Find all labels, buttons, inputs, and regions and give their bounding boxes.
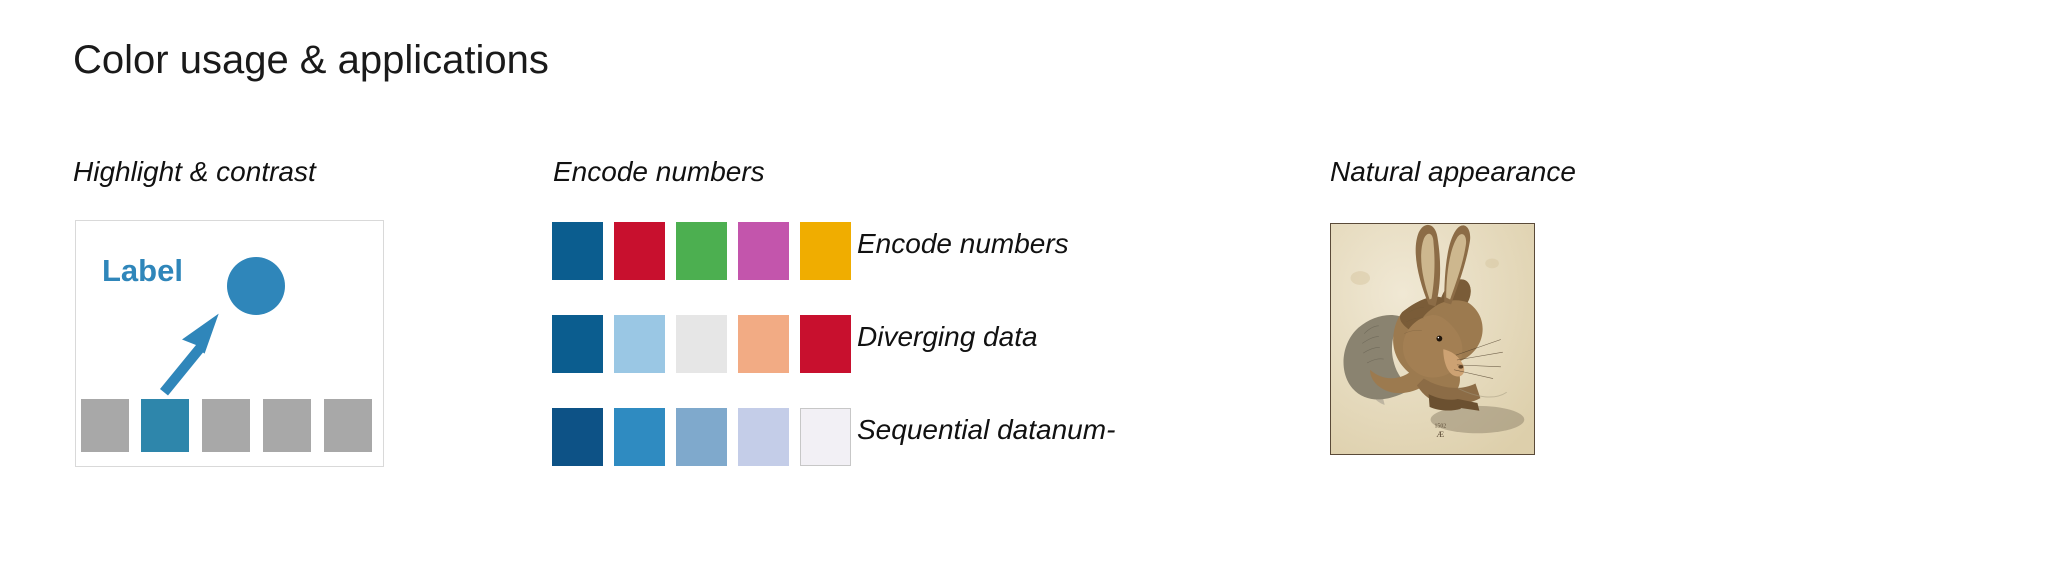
- svg-text:Æ: Æ: [1436, 429, 1444, 439]
